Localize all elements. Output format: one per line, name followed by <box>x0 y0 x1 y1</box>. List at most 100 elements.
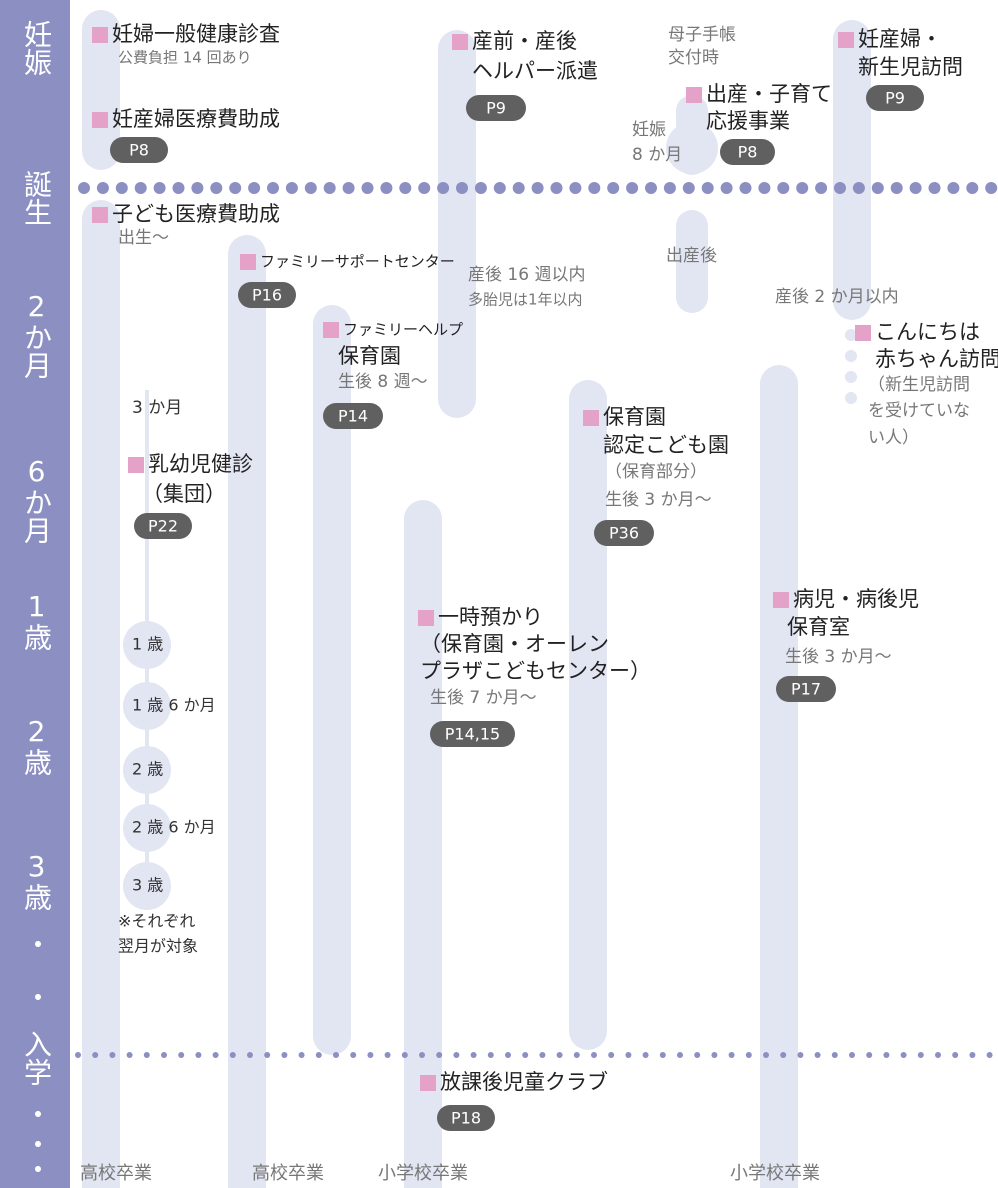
bullet <box>420 1075 436 1091</box>
dot <box>470 1052 477 1058</box>
dot <box>909 182 922 194</box>
page-ref: P9 <box>486 99 506 118</box>
item-title: 妊産婦医療費助成 <box>112 107 280 131</box>
item-title: 病児・病後児 <box>793 587 919 611</box>
timing-label: 産後 2 か月以内 <box>775 287 899 307</box>
bar <box>404 500 442 1188</box>
page-ref: P14 <box>338 407 368 426</box>
dot <box>745 1052 752 1058</box>
checkup-label: 1 歳 <box>132 635 163 654</box>
dot <box>608 1052 615 1058</box>
dot <box>796 182 809 194</box>
bullet <box>240 254 256 270</box>
dot <box>281 1052 288 1058</box>
dot <box>626 182 639 194</box>
timing-label: 8 か月 <box>632 145 682 165</box>
checkup-node <box>123 682 171 730</box>
bar <box>833 20 871 320</box>
dot <box>178 1052 185 1058</box>
dot <box>298 1052 305 1058</box>
checkup-node <box>123 621 171 669</box>
dot <box>419 1052 425 1058</box>
dot <box>966 182 979 194</box>
marker <box>666 122 718 174</box>
bullet <box>452 34 468 50</box>
dot <box>569 182 582 194</box>
timing-label: 産後 16 週以内 <box>468 265 585 285</box>
dot <box>947 182 960 194</box>
dot <box>361 182 374 194</box>
dot <box>900 1052 907 1058</box>
dot <box>333 1052 339 1058</box>
checkup-label: 2 歳 6 か月 <box>132 818 216 837</box>
dot <box>456 182 468 194</box>
dot <box>315 1052 322 1058</box>
sidebar-label: ・ <box>20 1130 53 1158</box>
timing-label: 3 か月 <box>132 398 182 418</box>
page-ref: P16 <box>252 286 282 305</box>
dot <box>852 182 865 194</box>
dot <box>711 1052 718 1058</box>
dot <box>367 1052 374 1058</box>
item-note: 出生～ <box>118 228 169 248</box>
dot <box>849 1052 855 1058</box>
bar <box>82 10 120 170</box>
item-note: を受けていな <box>868 401 970 421</box>
item-title: 赤ちゃん訪問 <box>875 347 998 371</box>
dot <box>134 182 147 194</box>
sidebar-label: 妊娠 <box>20 20 53 76</box>
checkup-label: 1 歳 6 か月 <box>132 696 216 715</box>
dot <box>645 182 657 194</box>
page-ref: P8 <box>129 141 149 160</box>
dot <box>437 182 450 194</box>
sidebar-label: ・ <box>20 1100 53 1128</box>
bullet <box>418 610 434 626</box>
dot <box>323 182 336 194</box>
bullet <box>686 87 702 103</box>
item-note: 生後 7 か月～ <box>430 688 537 708</box>
dot <box>172 182 185 194</box>
checkup-node <box>123 804 171 852</box>
dot <box>928 182 941 194</box>
page-pill <box>466 95 526 121</box>
dot <box>75 1052 81 1058</box>
dot <box>350 1052 357 1058</box>
page-pill <box>437 1105 495 1131</box>
bar <box>438 30 476 418</box>
dot <box>701 182 714 194</box>
dot <box>474 182 487 194</box>
dot <box>493 182 506 194</box>
page-ref: P8 <box>738 143 758 162</box>
dot <box>143 1052 150 1058</box>
bar <box>676 210 708 313</box>
dot <box>758 182 771 194</box>
dot <box>845 392 857 404</box>
dot <box>917 1052 924 1058</box>
dot <box>96 182 109 194</box>
graduation: 小学校卒業 <box>730 1163 820 1184</box>
item-title: 産前・産後 <box>472 29 577 53</box>
item-note: 生後 3 か月～ <box>785 647 892 667</box>
dot <box>248 182 261 194</box>
timing-label: 母子手帳 <box>668 25 736 45</box>
sidebar-label: 2か月 <box>20 290 53 379</box>
sidebar-label: 3歳 <box>20 850 53 911</box>
footnote: 翌月が対象 <box>118 937 198 956</box>
item-title: 妊産婦・ <box>858 27 942 51</box>
dot <box>505 1052 511 1058</box>
item-title: 保育園 <box>338 344 401 368</box>
dot <box>342 182 355 194</box>
dot <box>831 1052 838 1058</box>
dot <box>522 1052 529 1058</box>
item-title: プラザこどもセンター） <box>420 659 651 683</box>
item-note: （新生児訪問 <box>868 375 970 395</box>
item-title: （保育園・オーレン <box>420 632 609 656</box>
sidebar-label: 誕生 <box>20 170 53 226</box>
page-pill <box>323 403 383 429</box>
page-pill <box>430 721 515 747</box>
bar <box>569 380 607 1050</box>
dot <box>890 182 903 194</box>
dot <box>229 1052 236 1058</box>
dot <box>556 1052 563 1058</box>
